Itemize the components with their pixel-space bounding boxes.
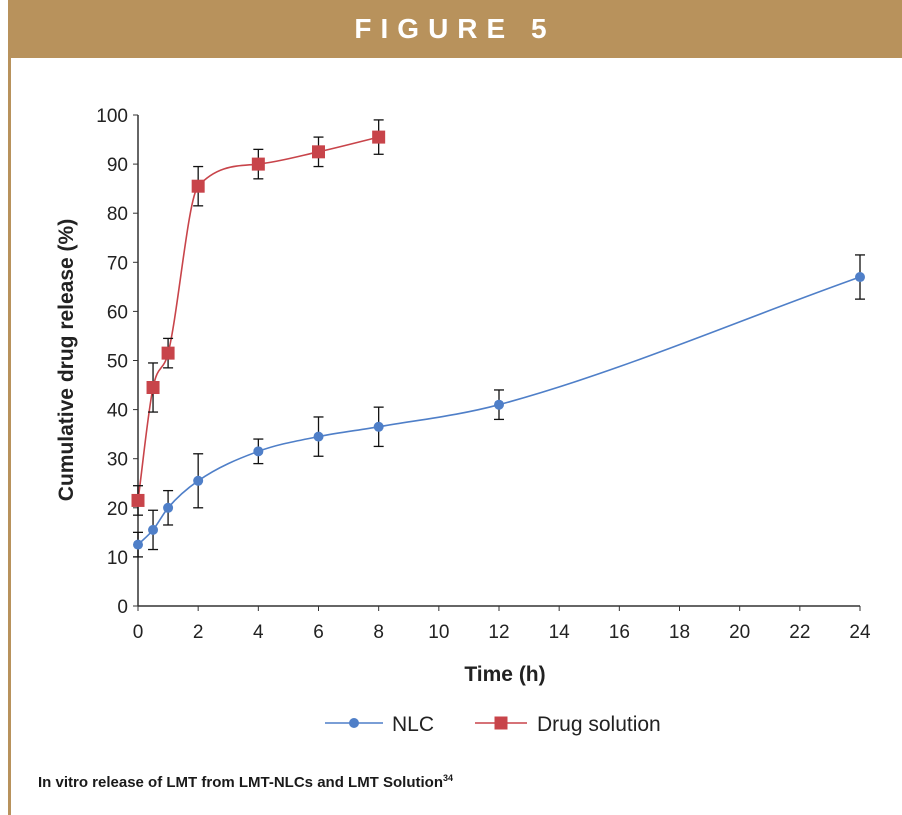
drug-solution-data-point bbox=[251, 157, 265, 171]
nlc-data-point bbox=[253, 446, 264, 457]
x-tick-label: 6 bbox=[313, 622, 324, 643]
figure-caption: In vitro release of LMT from LMT-NLCs an… bbox=[38, 773, 453, 791]
x-tick-label: 18 bbox=[669, 622, 690, 643]
y-tick-label: 70 bbox=[107, 253, 128, 274]
x-tick-label: 24 bbox=[849, 622, 871, 643]
x-tick-label: 0 bbox=[133, 622, 144, 643]
legend-drug-solution-label: Drug solution bbox=[537, 713, 661, 736]
chart-series bbox=[131, 119, 865, 558]
y-tick-label: 90 bbox=[107, 155, 128, 176]
figure-frame-border bbox=[8, 58, 17, 815]
x-tick-label: 10 bbox=[428, 622, 449, 643]
x-tick-label: 2 bbox=[193, 622, 204, 643]
nlc-data-point bbox=[133, 539, 143, 550]
y-tick-label: 100 bbox=[96, 106, 128, 127]
nlc-data-point bbox=[193, 475, 204, 486]
x-axis-label: Time (h) bbox=[464, 663, 545, 686]
drug-solution-data-point bbox=[372, 130, 386, 144]
x-tick-label: 22 bbox=[789, 622, 810, 643]
y-axis-label: Cumulative drug release (%) bbox=[55, 219, 78, 501]
drug-solution-data-point bbox=[146, 381, 160, 395]
nlc-data-point bbox=[855, 272, 865, 283]
nlc-data-point bbox=[163, 502, 174, 513]
x-tick-label: 8 bbox=[373, 622, 384, 643]
drug-solution-data-point bbox=[191, 179, 205, 193]
figure-title: FIGURE 5 bbox=[354, 13, 556, 44]
legend-nlc-marker bbox=[349, 718, 359, 728]
y-tick-label: 20 bbox=[107, 499, 128, 520]
caption-reference: 34 bbox=[443, 773, 454, 783]
x-tick-label: 14 bbox=[549, 622, 571, 643]
y-tick-label: 10 bbox=[107, 548, 128, 569]
nlc-data-point bbox=[313, 431, 324, 442]
nlc-series-line bbox=[137, 276, 861, 546]
chart-axes: 0 2 4 6 8 10 12 14 16 18 20 22 240102030405060708090… bbox=[96, 106, 871, 643]
figure-header: FIGURE 5 bbox=[8, 0, 902, 58]
drug-solution-data-point bbox=[131, 493, 145, 507]
y-tick-label: 0 bbox=[117, 597, 128, 618]
legend-nlc-label: NLC bbox=[392, 713, 434, 736]
drug-solution-data-point bbox=[312, 145, 325, 159]
caption-text: In vitro release of LMT from LMT-NLCs an… bbox=[38, 774, 443, 791]
legend-drug-solution-marker bbox=[494, 716, 508, 730]
y-tick-label: 80 bbox=[107, 204, 128, 225]
nlc-data-point bbox=[373, 421, 384, 432]
drug-solution-data-point bbox=[161, 346, 175, 360]
x-tick-label: 4 bbox=[253, 622, 264, 643]
nlc-data-point bbox=[148, 524, 159, 535]
y-tick-label: 40 bbox=[107, 401, 128, 422]
y-tick-label: 50 bbox=[107, 352, 128, 373]
x-tick-label: 12 bbox=[488, 622, 509, 643]
y-tick-label: 30 bbox=[107, 450, 128, 471]
chart-legend: NLC Drug solution bbox=[325, 713, 661, 736]
x-tick-label: 16 bbox=[609, 622, 630, 643]
x-tick-label: 20 bbox=[729, 622, 750, 643]
y-tick-label: 60 bbox=[107, 302, 128, 323]
nlc-data-point bbox=[494, 399, 504, 410]
